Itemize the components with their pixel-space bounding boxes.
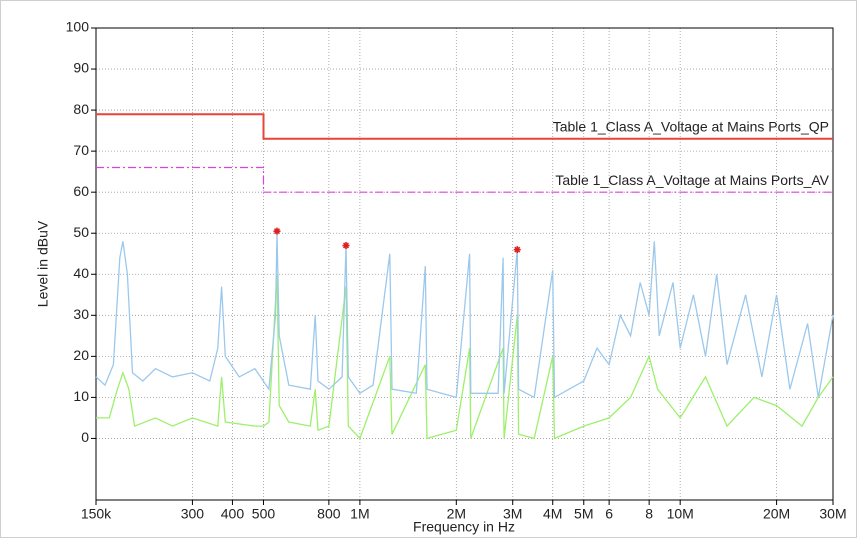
y-tick-label: 60 xyxy=(73,183,89,199)
x-tick-label: 150k xyxy=(81,506,112,522)
limit-label: Table 1_Class A_Voltage at Mains Ports_A… xyxy=(555,172,829,188)
y-tick-label: 30 xyxy=(73,306,89,322)
y-axis-label: Level in dBuV xyxy=(35,220,51,307)
y-tick-label: 90 xyxy=(73,60,89,76)
y-tick-label: 70 xyxy=(73,142,89,158)
series-line xyxy=(96,166,833,193)
y-tick-label: 50 xyxy=(73,224,89,240)
x-tick-label: 400 xyxy=(221,506,245,522)
x-tick-label: 4M xyxy=(543,506,562,522)
series-line xyxy=(95,233,834,399)
x-tick-label: 20M xyxy=(763,506,790,522)
series-line xyxy=(96,274,834,440)
y-tick-label: 10 xyxy=(73,388,89,404)
x-tick-label: 6 xyxy=(605,506,613,522)
limit-label: Table 1_Class A_Voltage at Mains Ports_Q… xyxy=(553,119,829,135)
x-tick-label: 1M xyxy=(350,506,369,522)
peak-marker xyxy=(513,246,521,254)
y-tick-label: 80 xyxy=(73,101,89,117)
x-tick-label: 500 xyxy=(252,506,276,522)
y-tick-label: 100 xyxy=(66,19,90,35)
peak-marker xyxy=(273,227,281,235)
y-tick-label: 0 xyxy=(81,429,89,445)
x-tick-label: 2M xyxy=(447,506,466,522)
x-tick-label: 300 xyxy=(181,506,205,522)
series-line xyxy=(96,113,833,140)
x-tick-label: 10M xyxy=(667,506,694,522)
y-tick-label: 40 xyxy=(73,265,89,281)
x-tick-label: 3M xyxy=(503,506,522,522)
x-tick-label: 5M xyxy=(574,506,593,522)
x-tick-label: 30M xyxy=(819,506,846,522)
plot-frame xyxy=(95,27,834,501)
x-tick-label: 8 xyxy=(645,506,653,522)
x-tick-label: 800 xyxy=(317,506,341,522)
x-axis-label: Frequency in Hz xyxy=(413,519,515,535)
peak-marker xyxy=(342,242,350,250)
y-tick-label: 20 xyxy=(73,347,89,363)
